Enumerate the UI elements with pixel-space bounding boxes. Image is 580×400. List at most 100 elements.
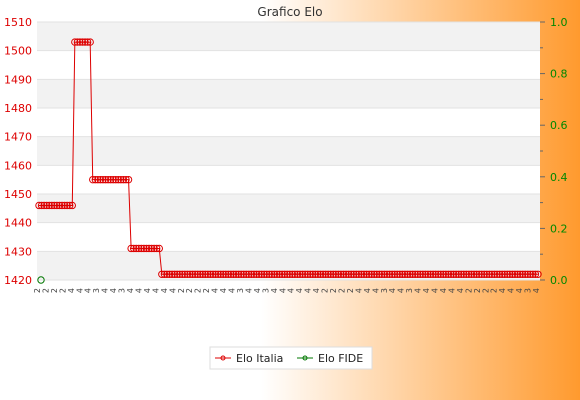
data-point-elo-italia xyxy=(42,201,51,210)
y-left-tick-label: 1480 xyxy=(4,102,32,115)
data-point-elo-italia xyxy=(117,175,125,184)
x-tick-label: 4 xyxy=(498,288,507,293)
data-point-elo-italia xyxy=(344,270,353,278)
data-point-elo-italia xyxy=(414,270,422,278)
data-point-elo-italia xyxy=(329,270,337,278)
data-point-elo-italia xyxy=(452,270,460,278)
x-tick-label: 4 xyxy=(456,288,465,293)
y-right-tick-label: 0.4 xyxy=(550,171,568,184)
x-tick-label: 4 xyxy=(354,288,363,293)
data-point-elo-italia xyxy=(142,244,151,253)
y-left-tick-label: 1430 xyxy=(4,245,32,258)
x-tick-label: 3 xyxy=(405,288,414,293)
data-point-elo-italia xyxy=(365,270,373,278)
x-tick-label: 4 xyxy=(211,288,220,293)
x-tick-label: 4 xyxy=(168,288,177,293)
plot-band xyxy=(37,194,540,223)
data-point-elo-italia xyxy=(81,38,89,46)
data-point-elo-italia xyxy=(275,270,284,278)
x-tick-label: 2 xyxy=(464,288,473,293)
data-point-elo-italia xyxy=(398,270,407,278)
data-point-elo-italia xyxy=(252,270,261,278)
data-point-elo-italia xyxy=(227,270,235,278)
data-point-elo-italia xyxy=(470,270,478,278)
data-point-elo-italia xyxy=(158,270,166,278)
y-right-tick-label: 0.2 xyxy=(550,222,568,235)
data-point-elo-italia xyxy=(385,270,394,278)
data-point-elo-italia xyxy=(178,270,187,278)
data-point-elo-italia xyxy=(298,270,307,278)
data-point-elo-italia xyxy=(518,270,527,278)
data-point-elo-italia xyxy=(501,270,509,278)
y-left-tick-label: 1450 xyxy=(4,188,32,201)
data-point-elo-italia xyxy=(60,201,69,210)
y-right-tick-label: 1.0 xyxy=(550,16,568,29)
x-tick-label: 2 xyxy=(346,288,355,293)
x-tick-label: 4 xyxy=(270,288,279,293)
data-point-elo-italia xyxy=(237,270,245,278)
data-point-elo-italia xyxy=(508,270,517,278)
data-point-elo-italia xyxy=(265,270,274,278)
data-point-elo-italia xyxy=(383,270,391,278)
data-point-elo-italia xyxy=(242,270,250,278)
data-point-elo-italia xyxy=(529,270,537,278)
x-tick-label: 4 xyxy=(532,288,541,293)
data-point-elo-italia xyxy=(240,270,248,278)
data-point-elo-italia xyxy=(45,201,53,210)
data-point-elo-italia xyxy=(99,175,107,184)
data-point-elo-italia xyxy=(137,244,146,253)
x-tick-label: 2 xyxy=(321,288,330,293)
data-point-elo-italia xyxy=(342,270,350,278)
data-point-elo-italia xyxy=(355,270,363,278)
x-tick-label: 4 xyxy=(397,288,406,293)
x-tick-label: 3 xyxy=(118,288,127,293)
x-tick-label: 2 xyxy=(490,288,499,293)
data-point-elo-italia xyxy=(183,270,192,278)
data-point-elo-italia xyxy=(37,201,46,210)
x-tick-label: 4 xyxy=(253,288,262,293)
data-point-elo-italia xyxy=(408,270,417,278)
data-point-elo-italia xyxy=(63,201,71,210)
data-point-elo-italia xyxy=(480,270,488,278)
x-tick-label: 2 xyxy=(337,288,346,293)
data-point-elo-italia xyxy=(449,270,458,278)
data-point-elo-italia xyxy=(263,270,271,278)
data-point-elo-italia xyxy=(216,270,225,278)
data-point-elo-italia xyxy=(140,244,148,253)
legend-point-elo-fide xyxy=(302,355,308,361)
data-point-elo-italia xyxy=(403,270,412,278)
data-point-elo-italia xyxy=(250,270,258,278)
x-tick-label: 3 xyxy=(261,288,270,293)
x-tick-label: 4 xyxy=(278,288,287,293)
x-tick-label: 4 xyxy=(244,288,253,293)
data-point-elo-italia xyxy=(96,175,105,184)
data-point-elo-italia xyxy=(40,201,48,210)
data-point-elo-italia xyxy=(173,270,181,278)
x-tick-label: 4 xyxy=(312,288,321,293)
x-tick-label: 4 xyxy=(363,288,372,293)
data-point-elo-italia xyxy=(55,201,64,210)
data-point-elo-italia xyxy=(332,270,340,278)
data-point-elo-italia xyxy=(278,270,286,278)
x-tick-label: 4 xyxy=(507,288,516,293)
x-tick-label: 2 xyxy=(202,288,211,293)
data-point-elo-italia xyxy=(234,270,243,278)
y-right-tick-label: 0.8 xyxy=(550,68,568,81)
data-point-elo-italia xyxy=(524,270,532,278)
x-tick-label: 2 xyxy=(41,288,50,293)
data-point-elo-italia xyxy=(283,270,291,278)
data-point-elo-italia xyxy=(388,270,396,278)
y-right-tick-label: 0.6 xyxy=(550,119,568,132)
data-point-elo-italia xyxy=(232,270,240,278)
data-point-elo-italia xyxy=(71,38,79,46)
data-point-elo-italia xyxy=(419,270,427,278)
data-point-elo-italia xyxy=(78,38,87,46)
data-point-elo-italia xyxy=(91,175,100,184)
data-point-elo-italia xyxy=(124,175,133,184)
data-point-elo-italia xyxy=(101,175,110,184)
y-left-tick-label: 1500 xyxy=(4,45,32,58)
data-point-elo-italia xyxy=(222,270,230,278)
y-left-tick-label: 1460 xyxy=(4,159,32,172)
data-point-elo-italia xyxy=(457,270,465,278)
